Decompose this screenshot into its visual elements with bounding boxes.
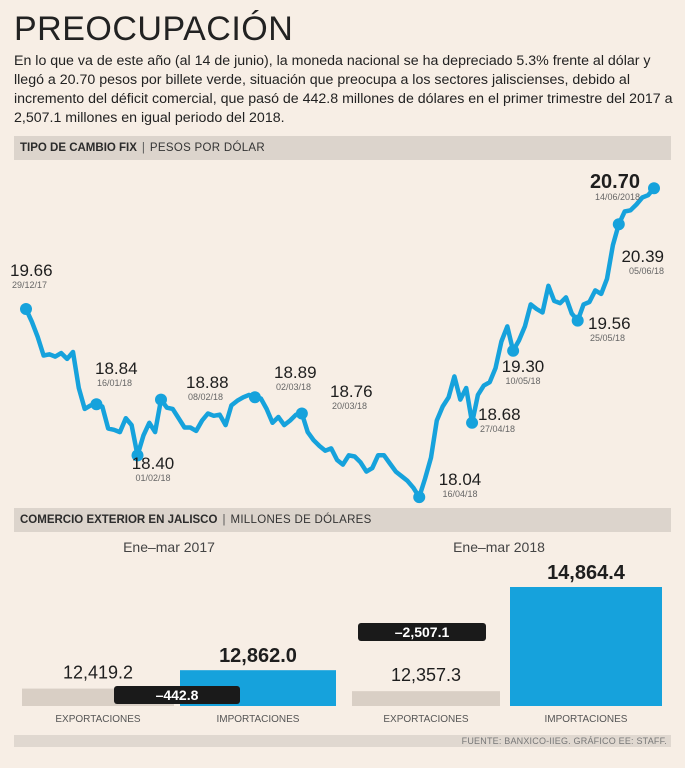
exchange-rate-value-label: 18.84: [95, 359, 138, 378]
trade-period-label: Ene–mar 2017: [123, 539, 215, 555]
imports-value-label: 12,862.0: [219, 645, 297, 667]
exchange-rate-value-label: 19.30: [502, 357, 545, 376]
exchange-rate-date-label: 16/04/18: [442, 489, 477, 499]
trade-balance-pill: [358, 623, 486, 641]
exchange-rate-date-label: 05/06/18: [629, 266, 664, 276]
page-title: PREOCUPACIÓN: [14, 10, 294, 48]
intro-text: En lo que va de este año (al 14 de junio…: [14, 53, 673, 126]
trade-period-label: Ene–mar 2018: [453, 539, 545, 555]
exchange-rate-point: [295, 407, 308, 420]
exchange-rate-point: [248, 391, 261, 404]
exchange-rate-value-label: 18.76: [330, 382, 373, 401]
exports-value-label: 12,357.3: [391, 665, 461, 685]
exchange-rate-value-label: 18.88: [186, 373, 229, 392]
exchange-rate-value-label: 18.40: [132, 454, 175, 473]
exchange-rate-date-label: 08/02/18: [188, 392, 223, 402]
exports-value-label: 12,419.2: [63, 663, 133, 683]
exchange-rate-value-label: 20.70: [590, 171, 640, 193]
exchange-rate-date-label: 16/01/18: [97, 378, 132, 388]
exchange-rate-value-label: 19.66: [10, 261, 53, 280]
trade-chart-header: COMERCIO EXTERIOR EN JALISCO | MILLONES DE…: [14, 508, 671, 532]
exchange-chart-title: TIPO DE CAMBIO FIX: [20, 142, 137, 154]
exchange-rate-point: [131, 449, 144, 462]
exports-category-label: EXPORTACIONES: [55, 714, 141, 725]
trade-chart-title: COMERCIO EXTERIOR EN JALISCO: [20, 514, 218, 526]
trade-balance-pill: [114, 686, 240, 704]
imports-value-label: 14,864.4: [547, 562, 626, 584]
exchange-rate-date-label: 27/04/18: [480, 424, 515, 434]
exchange-rate-value-label: 18.89: [274, 363, 317, 382]
exchange-rate-value-label: 19.56: [588, 314, 631, 333]
exchange-rate-point: [612, 218, 625, 231]
exchange-rate-value-label: 20.39: [621, 247, 664, 266]
exports-bar: [352, 691, 500, 706]
exchange-rate-date-label: 02/03/18: [276, 382, 311, 392]
exchange-chart-unit: PESOS POR DÓLAR: [149, 142, 265, 154]
exchange-rate-date-label: 14/06/2018: [595, 192, 640, 202]
exchange-chart-header: TIPO DE CAMBIO FIX | PESOS POR DÓLAR: [14, 136, 671, 160]
imports-bar: [510, 587, 662, 706]
trade-balance-label: –442.8: [156, 687, 199, 703]
exchange-rate-point: [90, 398, 103, 411]
exchange-rate-point: [466, 416, 479, 429]
exchange-rate-point: [571, 314, 584, 327]
imports-category-label: IMPORTACIONES: [217, 714, 300, 725]
exports-category-label: EXPORTACIONES: [383, 714, 469, 725]
exchange-rate-line: [23, 185, 657, 500]
trade-balance-label: –2,507.1: [395, 624, 450, 640]
exchange-rate-date-label: 01/02/18: [135, 473, 170, 483]
exchange-rate-date-label: 20/03/18: [332, 401, 367, 411]
trade-chart-unit: MILLONES DE DÓLARES: [230, 514, 372, 526]
exchange-rate-point: [507, 344, 520, 357]
exchange-rate-value-label: 18.68: [478, 405, 521, 424]
exchange-rate-point: [413, 491, 426, 504]
exchange-rate-point: [648, 182, 660, 195]
exchange-rate-value-label: 18.04: [439, 470, 482, 489]
exchange-rate-point: [20, 303, 32, 315]
exchange-rate-date-label: 10/05/18: [505, 376, 540, 386]
exchange-rate-point: [154, 393, 167, 406]
exchange-rate-date-label: 29/12/17: [12, 280, 47, 290]
exchange-rate-date-label: 25/05/18: [590, 333, 625, 343]
imports-category-label: IMPORTACIONES: [545, 714, 628, 725]
source-footer: FUENTE: BANXICO-IIEG. GRÁFICO EE: STAFF.: [14, 735, 671, 747]
